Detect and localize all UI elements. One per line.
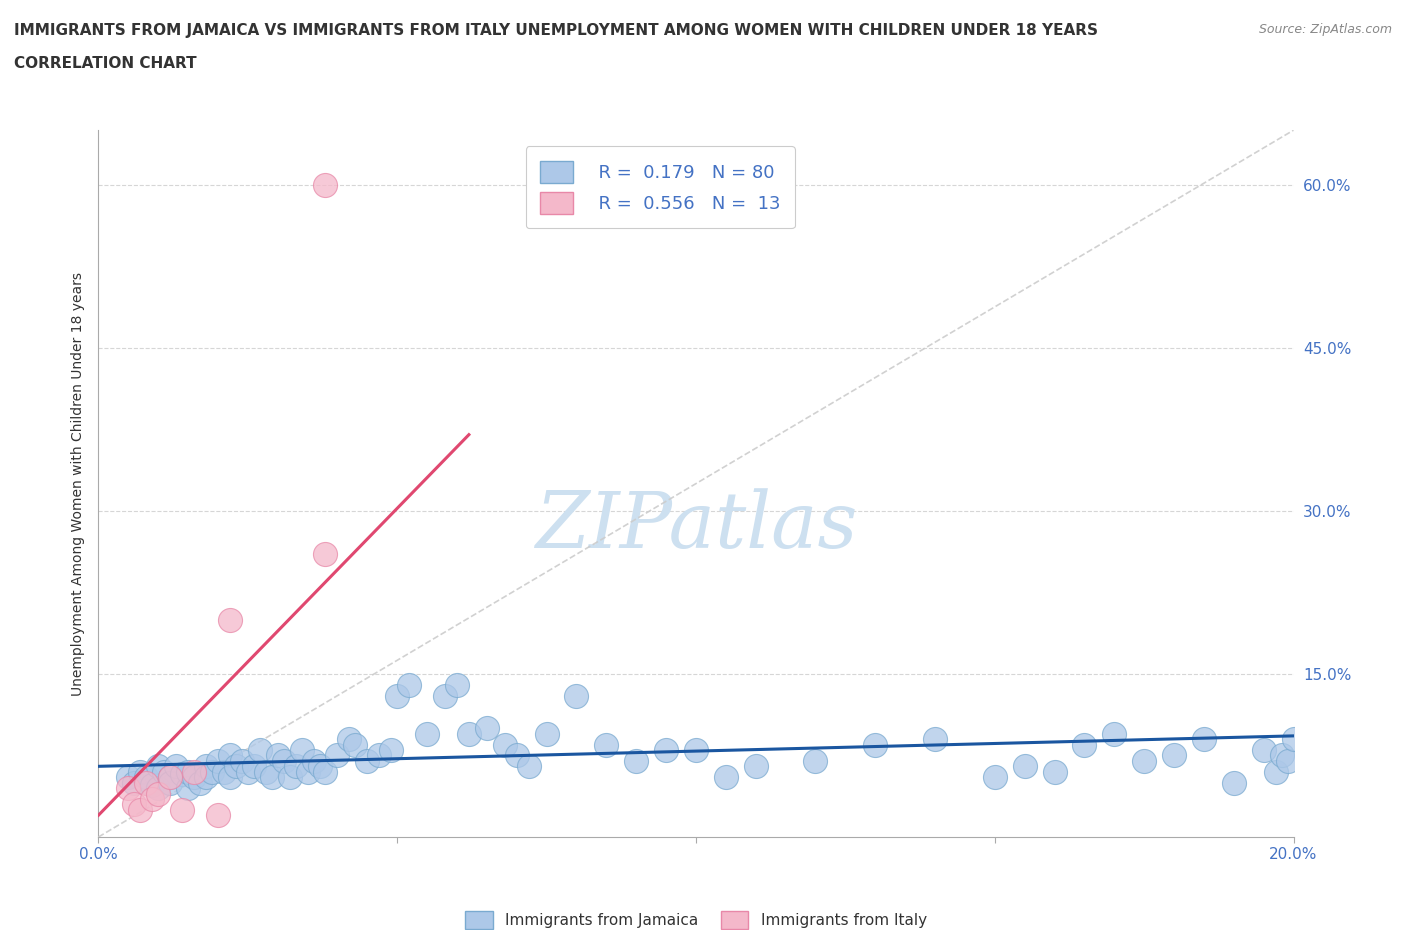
Point xyxy=(177,764,200,779)
Point xyxy=(356,753,378,768)
Point xyxy=(212,764,235,779)
Point xyxy=(129,764,152,779)
Point xyxy=(517,759,540,774)
Point xyxy=(183,764,205,779)
Y-axis label: Unemployment Among Women with Children Under 18 years: Unemployment Among Women with Children U… xyxy=(70,272,84,696)
Point xyxy=(494,737,516,752)
Point xyxy=(153,764,176,779)
Point xyxy=(595,737,617,752)
Point xyxy=(326,748,349,763)
Point xyxy=(685,742,707,757)
Point xyxy=(315,177,337,192)
Point xyxy=(124,797,146,812)
Point xyxy=(141,777,163,792)
Point xyxy=(1133,753,1156,768)
Point xyxy=(506,748,529,763)
Point xyxy=(302,753,325,768)
Point xyxy=(804,753,827,768)
Point xyxy=(1043,764,1066,779)
Point xyxy=(254,764,277,779)
Point xyxy=(924,732,946,747)
Point xyxy=(1277,753,1299,768)
Text: Source: ZipAtlas.com: Source: ZipAtlas.com xyxy=(1258,23,1392,36)
Point xyxy=(183,770,205,785)
Point xyxy=(385,688,409,703)
Point xyxy=(231,753,253,768)
Point xyxy=(344,737,367,752)
Point xyxy=(172,766,194,781)
Point xyxy=(148,759,170,774)
Point xyxy=(416,726,439,741)
Point xyxy=(159,776,181,790)
Point xyxy=(159,770,181,785)
Point xyxy=(267,748,290,763)
Point xyxy=(135,776,157,790)
Point xyxy=(148,780,170,795)
Point xyxy=(278,770,301,785)
Point xyxy=(148,786,170,801)
Point xyxy=(225,759,247,774)
Point xyxy=(129,803,152,817)
Point xyxy=(188,776,211,790)
Point xyxy=(290,742,312,757)
Point xyxy=(141,791,163,806)
Point xyxy=(865,737,887,752)
Point xyxy=(380,742,402,757)
Point xyxy=(434,688,457,703)
Point xyxy=(194,759,218,774)
Point xyxy=(165,759,187,774)
Point xyxy=(135,770,157,785)
Point xyxy=(1271,748,1294,763)
Point xyxy=(207,753,229,768)
Point xyxy=(315,764,337,779)
Point xyxy=(201,764,224,779)
Point xyxy=(315,547,337,562)
Point xyxy=(1264,764,1286,779)
Point xyxy=(565,688,588,703)
Point xyxy=(172,803,194,817)
Point xyxy=(536,726,558,741)
Point xyxy=(1163,748,1185,763)
Text: IMMIGRANTS FROM JAMAICA VS IMMIGRANTS FROM ITALY UNEMPLOYMENT AMONG WOMEN WITH C: IMMIGRANTS FROM JAMAICA VS IMMIGRANTS FR… xyxy=(14,23,1098,38)
Point xyxy=(624,753,647,768)
Point xyxy=(1223,776,1246,790)
Text: CORRELATION CHART: CORRELATION CHART xyxy=(14,56,197,71)
Point xyxy=(236,764,259,779)
Point xyxy=(219,770,242,785)
Legend: Immigrants from Jamaica, Immigrants from Italy: Immigrants from Jamaica, Immigrants from… xyxy=(458,905,934,930)
Point xyxy=(1104,726,1126,741)
Point xyxy=(117,770,139,785)
Point xyxy=(1014,759,1036,774)
Point xyxy=(475,721,498,736)
Point xyxy=(273,753,295,768)
Point xyxy=(297,764,319,779)
Text: ZIPatlas: ZIPatlas xyxy=(534,488,858,565)
Point xyxy=(458,726,481,741)
Point xyxy=(249,742,271,757)
Point xyxy=(243,759,266,774)
Point xyxy=(219,612,242,627)
Point xyxy=(284,759,307,774)
Point xyxy=(1282,732,1305,747)
Point xyxy=(207,808,229,823)
Point xyxy=(194,770,218,785)
Point xyxy=(1253,742,1275,757)
Point xyxy=(159,770,181,785)
Point xyxy=(745,759,768,774)
Point xyxy=(1073,737,1095,752)
Point xyxy=(260,770,283,785)
Point xyxy=(308,759,330,774)
Point xyxy=(398,677,420,692)
Point xyxy=(124,776,146,790)
Point xyxy=(117,780,139,795)
Point xyxy=(177,780,200,795)
Point xyxy=(219,748,242,763)
Point xyxy=(714,770,737,785)
Point xyxy=(368,748,391,763)
Point xyxy=(446,677,468,692)
Point xyxy=(655,742,678,757)
Point xyxy=(339,732,360,747)
Point xyxy=(983,770,1005,785)
Point xyxy=(1192,732,1215,747)
